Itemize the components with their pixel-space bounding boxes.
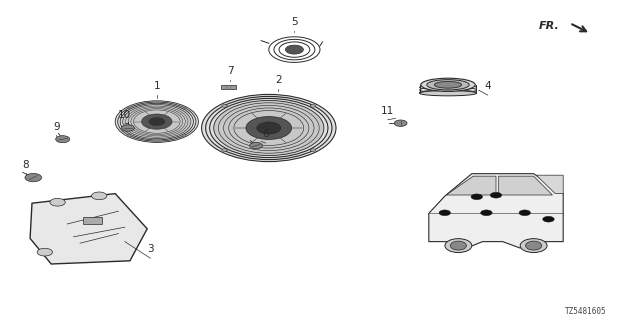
Ellipse shape: [427, 80, 469, 90]
Ellipse shape: [525, 241, 541, 250]
Circle shape: [250, 142, 262, 149]
Text: TZ5481605: TZ5481605: [564, 308, 607, 316]
Text: 11: 11: [381, 106, 394, 116]
Circle shape: [310, 105, 316, 107]
Text: 7: 7: [227, 66, 234, 76]
Circle shape: [310, 149, 316, 151]
Text: 8: 8: [22, 160, 29, 170]
Text: 2: 2: [275, 75, 282, 85]
Circle shape: [202, 94, 336, 162]
Polygon shape: [499, 176, 552, 195]
Circle shape: [285, 45, 303, 54]
Circle shape: [50, 198, 65, 206]
Circle shape: [122, 125, 134, 131]
Circle shape: [141, 114, 172, 129]
Circle shape: [214, 100, 324, 156]
Circle shape: [92, 192, 107, 200]
Circle shape: [246, 116, 292, 140]
Text: 5: 5: [291, 17, 298, 27]
Circle shape: [439, 210, 451, 216]
Circle shape: [123, 105, 191, 139]
Circle shape: [128, 134, 131, 136]
Polygon shape: [536, 175, 563, 194]
Ellipse shape: [445, 239, 472, 252]
Circle shape: [222, 149, 227, 151]
Circle shape: [222, 105, 227, 107]
Circle shape: [148, 117, 165, 126]
Circle shape: [182, 107, 186, 109]
Polygon shape: [429, 174, 563, 248]
Text: 4: 4: [484, 81, 491, 91]
Circle shape: [519, 210, 531, 216]
Circle shape: [56, 136, 70, 143]
Circle shape: [37, 248, 52, 256]
FancyBboxPatch shape: [83, 217, 102, 224]
Text: 1: 1: [154, 81, 160, 91]
Ellipse shape: [520, 239, 547, 252]
Bar: [221, 84, 236, 89]
Ellipse shape: [419, 91, 477, 96]
Circle shape: [394, 120, 407, 126]
Circle shape: [471, 194, 483, 200]
Ellipse shape: [451, 241, 467, 250]
Circle shape: [25, 173, 42, 182]
Text: 6: 6: [262, 129, 269, 139]
Ellipse shape: [421, 78, 475, 92]
Circle shape: [481, 210, 492, 216]
Circle shape: [182, 134, 186, 136]
Circle shape: [115, 101, 198, 142]
Polygon shape: [30, 194, 147, 264]
Text: 10: 10: [118, 110, 131, 120]
Text: 3: 3: [147, 244, 154, 254]
Text: 9: 9: [53, 122, 60, 132]
Circle shape: [490, 192, 502, 198]
Ellipse shape: [435, 81, 461, 88]
Circle shape: [257, 122, 281, 134]
Circle shape: [543, 216, 554, 222]
Polygon shape: [446, 176, 496, 195]
Text: FR.: FR.: [540, 20, 560, 31]
Circle shape: [128, 107, 131, 109]
